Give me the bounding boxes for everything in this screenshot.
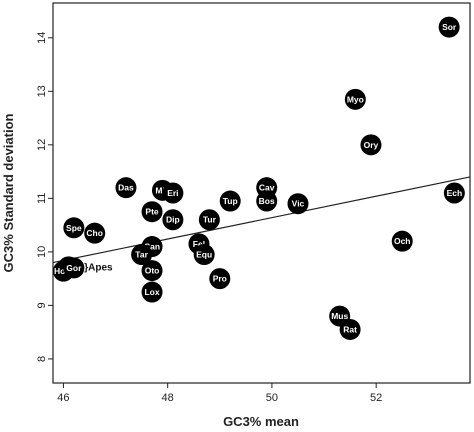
point-label: Cav xyxy=(259,183,275,193)
point-label: Equ xyxy=(196,250,212,260)
point-label: Spe xyxy=(66,223,82,233)
point-marker xyxy=(219,190,241,212)
point-marker xyxy=(162,182,184,204)
point-label: Pro xyxy=(213,274,227,284)
data-point-pro: Pro xyxy=(209,268,231,290)
point-label: Vic xyxy=(292,199,305,209)
point-label: Ech xyxy=(447,188,463,198)
data-point-tar: Tar xyxy=(131,244,153,266)
point-label: Myo xyxy=(347,94,364,104)
point-label: Can xyxy=(144,241,160,251)
y-tick-label: 8 xyxy=(36,356,48,362)
data-point-och: Och xyxy=(391,230,413,252)
y-tick-label: 11 xyxy=(36,193,48,204)
point-label: Das xyxy=(118,183,134,193)
x-tick-label: 48 xyxy=(162,392,174,404)
point-label: Gor xyxy=(66,263,82,273)
point-marker xyxy=(198,209,220,231)
point-label: Och xyxy=(394,236,411,246)
point-marker xyxy=(287,193,309,215)
point-marker xyxy=(339,318,361,340)
point-label: Mic xyxy=(155,185,169,195)
data-point-pte: Pte xyxy=(141,201,163,223)
point-label: Cho xyxy=(86,228,103,238)
point-marker xyxy=(63,257,85,279)
point-label: Eri xyxy=(167,188,178,198)
y-axis: 8 9 10 11 12 13 14 xyxy=(36,32,53,362)
point-label: Fel xyxy=(193,239,205,249)
data-point-gor: Gor xyxy=(63,257,85,279)
data-point-spe: Spe xyxy=(63,217,85,239)
point-label: Tur xyxy=(203,215,217,225)
data-point-tur: Tur xyxy=(198,209,220,231)
point-marker xyxy=(209,268,231,290)
plot-frame xyxy=(52,2,471,384)
x-axis: 46 48 50 52 xyxy=(57,383,382,404)
data-point-das: Das xyxy=(115,177,137,199)
x-tick-label: 50 xyxy=(266,392,278,404)
data-point-sor: Sor xyxy=(438,16,460,38)
y-tick-label: 10 xyxy=(36,246,48,258)
data-point-dip: Dip xyxy=(162,209,184,231)
data-point-vic: Vic xyxy=(287,193,309,215)
point-label: Tar xyxy=(135,250,148,260)
point-label: Mus xyxy=(331,311,348,321)
point-marker xyxy=(443,182,465,204)
point-label: Dip xyxy=(166,215,180,225)
point-marker xyxy=(391,230,413,252)
data-point-bos: Bos xyxy=(256,190,278,212)
trend-line xyxy=(52,176,471,264)
point-marker xyxy=(115,177,137,199)
point-label: Tup xyxy=(223,196,238,206)
point-marker xyxy=(360,134,382,156)
point-label: Rat xyxy=(343,324,357,334)
point-marker xyxy=(141,281,163,303)
y-tick-label: 14 xyxy=(36,32,48,44)
data-point-equ: Equ xyxy=(193,244,215,266)
point-marker xyxy=(141,201,163,223)
point-label: Lox xyxy=(144,287,159,297)
point-label: Bos xyxy=(259,196,275,206)
data-point-eri: Eri xyxy=(162,182,184,204)
y-tick-label: 13 xyxy=(36,85,48,97)
point-marker xyxy=(193,244,215,266)
x-axis-title: GC3% mean xyxy=(223,414,299,429)
point-label: Pte xyxy=(145,207,159,217)
y-tick-label: 12 xyxy=(36,139,48,151)
data-point-myo: Myo xyxy=(344,88,366,110)
data-point-rat: Rat xyxy=(339,318,361,340)
data-point-tup: Tup xyxy=(219,190,241,212)
point-marker xyxy=(84,222,106,244)
data-point-oto: Oto xyxy=(141,260,163,282)
data-point-lox: Lox xyxy=(141,281,163,303)
point-label: Ory xyxy=(364,140,379,150)
point-marker xyxy=(131,244,153,266)
data-point-ech: Ech xyxy=(443,182,465,204)
point-marker xyxy=(162,209,184,231)
data-point-cho: Cho xyxy=(84,222,106,244)
x-tick-label: 52 xyxy=(370,392,382,404)
point-label: Oto xyxy=(145,266,160,276)
point-marker xyxy=(63,217,85,239)
data-point-ory: Ory xyxy=(360,134,382,156)
y-axis-title: GC3% Standard deviation xyxy=(1,113,16,272)
point-marker xyxy=(438,16,460,38)
point-marker xyxy=(344,88,366,110)
point-marker xyxy=(256,190,278,212)
point-marker xyxy=(141,260,163,282)
y-tick-label: 9 xyxy=(36,302,48,308)
x-tick-label: 46 xyxy=(57,392,69,404)
point-label: Hom xyxy=(54,266,73,276)
point-label: Sor xyxy=(442,22,457,32)
apes-annotation: }Apes xyxy=(84,262,113,273)
